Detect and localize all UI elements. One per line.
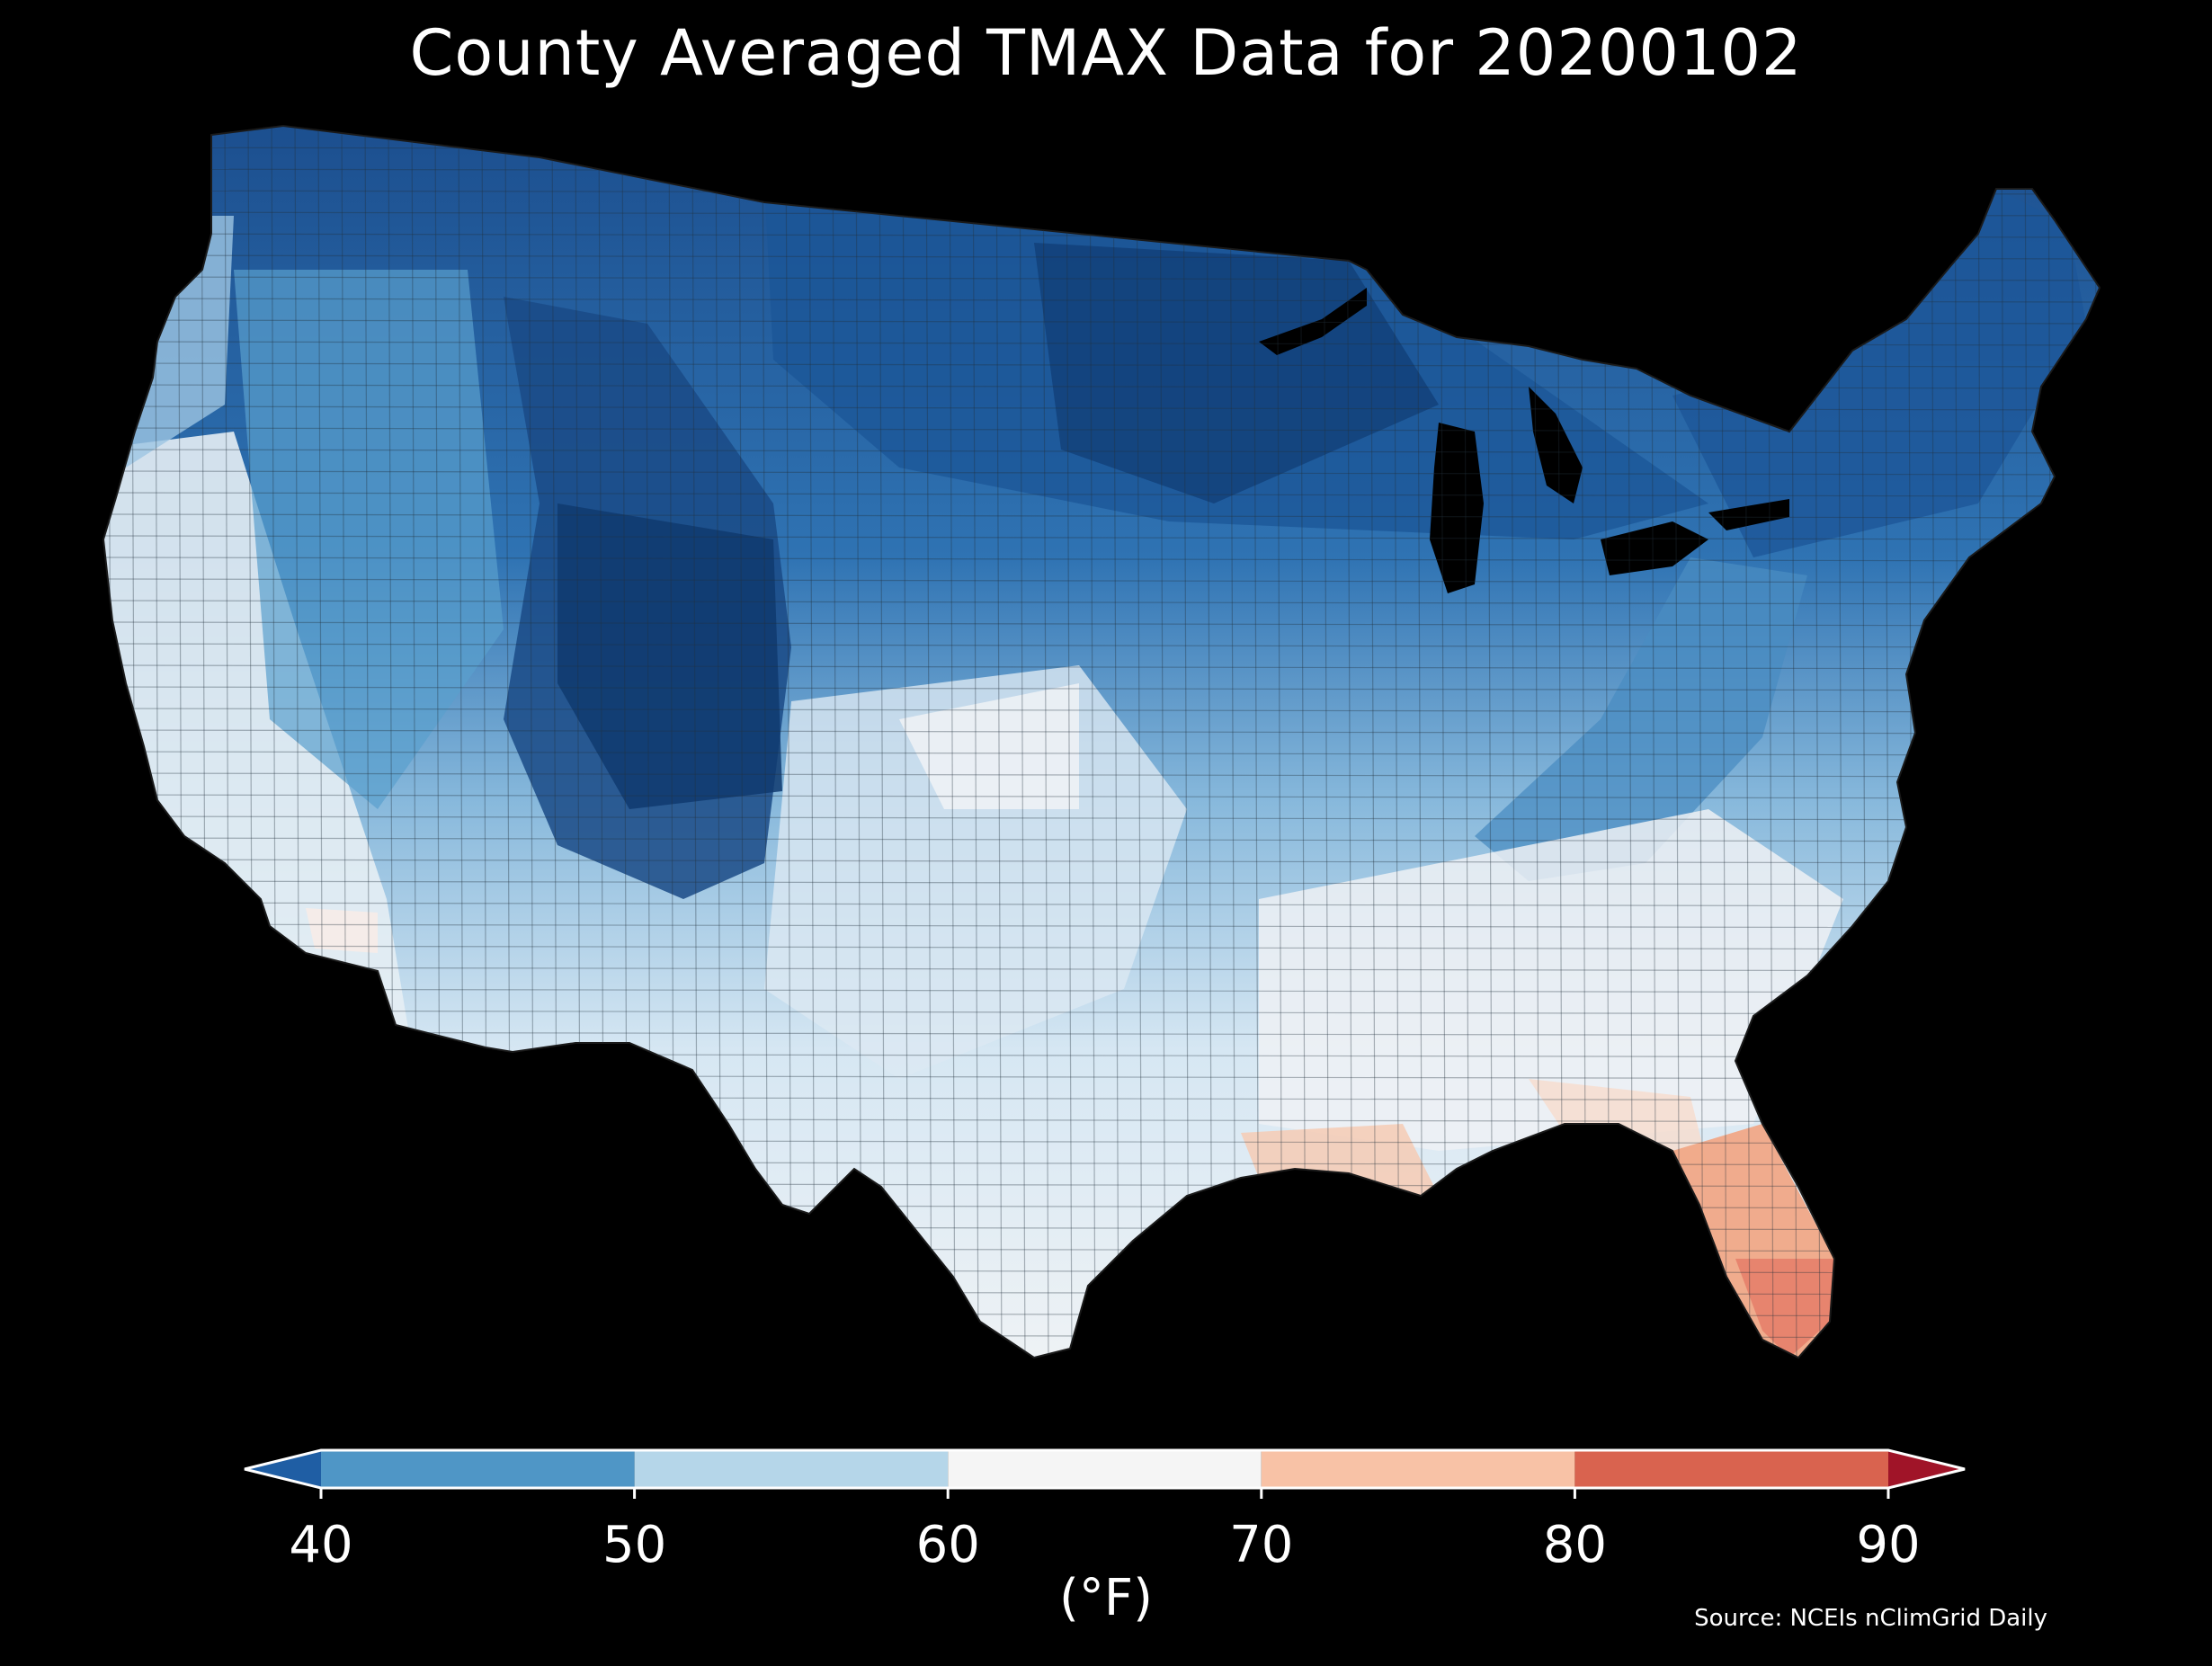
colorbar-tick-label: 70 bbox=[1229, 1516, 1293, 1574]
colorbar-bin bbox=[948, 1450, 1262, 1488]
colorbar-tick-label: 80 bbox=[1543, 1516, 1607, 1574]
colorbar-tick-label: 90 bbox=[1856, 1516, 1920, 1574]
colorbar-tick-label: 60 bbox=[916, 1516, 980, 1574]
colorbar-unit-label: (°F) bbox=[1059, 1569, 1153, 1627]
great-lakes bbox=[1259, 288, 1789, 593]
choropleth-map bbox=[103, 125, 2101, 1359]
colorbar-tick-label: 50 bbox=[602, 1516, 666, 1574]
colorbar-tick-label: 40 bbox=[289, 1516, 352, 1574]
colorbar-bin bbox=[1574, 1450, 1888, 1488]
source-note: Source: NCEIs nClimGrid Daily bbox=[1694, 1605, 2047, 1632]
colorbar-extend-low bbox=[245, 1450, 321, 1488]
colorbar-bin bbox=[634, 1450, 949, 1488]
colorbar-bin bbox=[321, 1450, 635, 1488]
colorbar-bin bbox=[1261, 1450, 1575, 1488]
colorbar-extend-high bbox=[1888, 1450, 1965, 1488]
chart-title: County Averaged TMAX Data for 20200102 bbox=[409, 16, 1803, 90]
